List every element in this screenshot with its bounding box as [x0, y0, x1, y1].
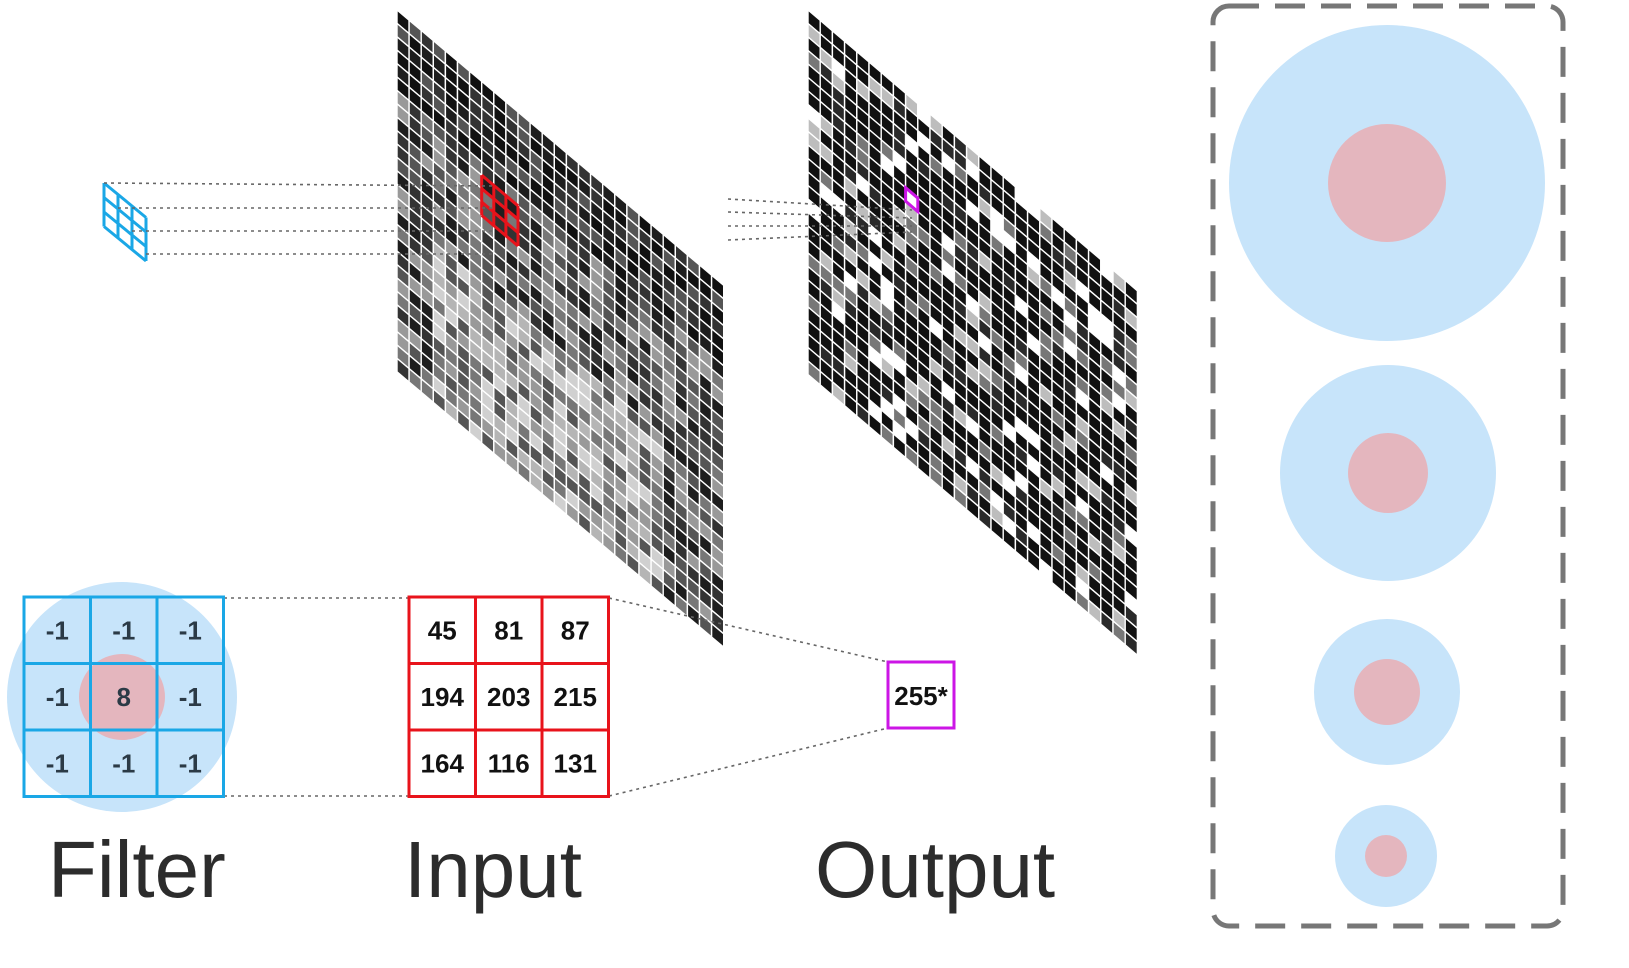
filter-cell	[155, 728, 225, 798]
input-value: 194	[421, 682, 465, 712]
input-window-line	[480, 200, 519, 234]
filter-kernel-cells: -1 -1 -1 -1 8 -1 -1 -1 -1	[22, 595, 225, 798]
input-pixel	[710, 622, 725, 649]
input-window-line	[480, 187, 519, 221]
filter-icon-line	[103, 225, 147, 263]
filter-icon-line	[103, 210, 147, 248]
receptive-field-inner-3	[1354, 659, 1420, 725]
output-value-border	[886, 660, 956, 730]
input-cell	[540, 728, 610, 798]
filter-value: 8	[117, 682, 131, 712]
filter-icon-line	[103, 196, 147, 234]
input-value: 116	[488, 748, 530, 778]
input-window-line	[480, 174, 519, 207]
receptive-field-inner-2	[1348, 433, 1428, 513]
input-value: 215	[554, 682, 597, 712]
input-patch: 45 81 87 194 203 215 164 116 131	[407, 595, 610, 798]
filter-value: -1	[112, 748, 135, 778]
receptive-field-inner-4	[1365, 835, 1407, 877]
output-pixel-marker	[904, 184, 920, 215]
input-value: 87	[561, 615, 590, 645]
output-value-box: 255*	[886, 660, 956, 730]
projection-line	[727, 198, 913, 211]
receptive-field-panel	[1210, 3, 1566, 929]
filter-icon-line	[103, 181, 147, 219]
filter-value: -1	[46, 615, 69, 645]
input-value: 164	[421, 748, 465, 778]
projection-line	[608, 597, 889, 663]
input-patch-cells: 45 81 87 194 203 215 164 116 131	[407, 595, 610, 798]
projection-line	[608, 727, 889, 797]
filter-value: -1	[112, 615, 135, 645]
receptive-field-inner-1	[1328, 124, 1446, 242]
input-value: 45	[428, 615, 457, 645]
filter-value: -1	[179, 682, 202, 712]
output-feature-map	[807, 8, 1139, 657]
input-label: Input	[404, 825, 582, 914]
input-value: 81	[494, 615, 523, 645]
input-feature-map	[396, 8, 725, 649]
projection-line	[727, 211, 913, 219]
output-pixel	[1124, 629, 1139, 657]
filter-3d-icon	[102, 181, 148, 263]
filter-value: -1	[179, 615, 202, 645]
filter-value: -1	[46, 682, 69, 712]
filter-label: Filter	[48, 825, 226, 914]
output-label: Output	[815, 825, 1056, 914]
projection-line	[103, 182, 493, 187]
projection-lines	[103, 182, 913, 797]
filter-receptive-field-inner	[79, 654, 165, 740]
projection-line	[727, 231, 913, 241]
input-value: 131	[554, 748, 597, 778]
output-value: 255*	[894, 681, 948, 711]
output-pixel-highlight	[904, 184, 920, 215]
input-value: 203	[487, 682, 530, 712]
input-window-line	[480, 214, 519, 248]
input-window-highlight	[480, 174, 520, 248]
filter-value: -1	[179, 748, 202, 778]
filter-value: -1	[46, 748, 69, 778]
receptive-field-panel-border	[1210, 3, 1566, 929]
filter-kernel: -1 -1 -1 -1 8 -1 -1 -1 -1	[7, 582, 237, 812]
